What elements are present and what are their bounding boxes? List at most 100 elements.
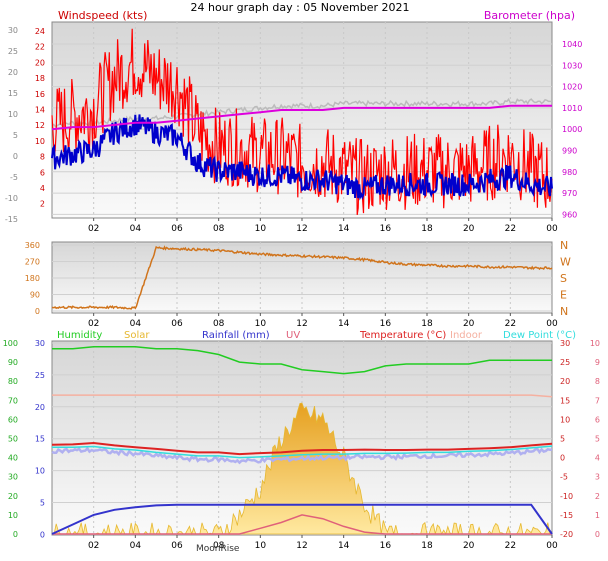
- windspeed-axis-label: Windspeed (kts): [58, 9, 147, 22]
- compass-label: S: [560, 272, 567, 285]
- baro-tick: 1040: [562, 40, 582, 49]
- x-tick-label: 06: [171, 319, 183, 329]
- x-tick-label: 22: [505, 319, 516, 329]
- rainfall-line: [51, 503, 553, 535]
- x-tick-label: 08: [213, 319, 225, 329]
- rain-tick: 15: [35, 435, 45, 444]
- x-tick-label: 00: [546, 541, 558, 551]
- indoor-temp-line: [52, 394, 553, 398]
- x-tick-label: 04: [130, 319, 142, 329]
- windspeed-line: [51, 28, 553, 215]
- baro-tick: 1020: [562, 83, 582, 92]
- temp-tick: 20: [560, 377, 570, 386]
- outer-tick: 10: [8, 110, 18, 119]
- temp-tick: 0: [560, 454, 565, 463]
- uv-tick: 8: [595, 377, 600, 386]
- uv-tick: 0: [595, 530, 600, 539]
- uv-tick: 10: [590, 339, 600, 348]
- x-tick-label: 02: [88, 224, 99, 234]
- rain-tick: 5: [40, 499, 45, 508]
- legend-solar: Solar: [124, 330, 150, 341]
- lower-panel-legend: Humidity Solar Rainfall (mm) UV Temperature …: [57, 330, 576, 341]
- wind-tick: 8: [40, 153, 45, 162]
- x-tick-label: 22: [505, 541, 516, 551]
- wind-tick: 24: [35, 27, 45, 36]
- x-tick-label: 14: [338, 541, 350, 551]
- avg-wind-line: [51, 114, 553, 201]
- x-tick-label: 22: [505, 224, 516, 234]
- wind-tick: 22: [35, 43, 45, 52]
- humidity-tick: 40: [8, 454, 18, 463]
- uv-tick: 7: [595, 396, 600, 405]
- humidity-tick: 100: [3, 339, 18, 348]
- outer-tick: 15: [8, 89, 18, 98]
- outer-tick: 5: [13, 131, 18, 140]
- baro-tick: 1000: [562, 125, 582, 134]
- moonrise-label: MoonRise: [196, 544, 240, 554]
- x-tick-label: 12: [296, 541, 307, 551]
- x-tick-label: 02: [88, 319, 99, 329]
- baro-tick: 960: [562, 210, 577, 219]
- dir-tick: 180: [25, 274, 40, 283]
- x-tick-label: 16: [380, 224, 392, 234]
- outer-tick: 0: [13, 152, 18, 161]
- x-tick-label: 04: [130, 541, 142, 551]
- legend-uv: UV: [286, 330, 300, 341]
- humidity-tick: 0: [13, 530, 18, 539]
- humidity-tick: 90: [8, 358, 18, 367]
- humidity-tick: 20: [8, 492, 18, 501]
- uv-tick: 4: [595, 454, 600, 463]
- outer-tick: 30: [8, 26, 18, 35]
- outer-tick: 25: [8, 47, 18, 56]
- uv-tick: 5: [595, 435, 600, 444]
- compass-label: W: [560, 256, 571, 269]
- uv-tick: 2: [595, 492, 600, 501]
- x-tick-label: 16: [380, 541, 392, 551]
- legend-humidity: Humidity: [57, 330, 102, 341]
- x-tick-label: 08: [213, 541, 225, 551]
- humidity-tick: 10: [8, 511, 18, 520]
- outer-tick: 20: [8, 68, 18, 77]
- x-tick-label: 18: [421, 541, 433, 551]
- temp-tick: -20: [560, 530, 573, 539]
- wind-tick: 6: [40, 168, 45, 177]
- humidity-tick: 60: [8, 415, 18, 424]
- dir-tick: 360: [25, 241, 40, 250]
- rain-tick: 25: [35, 371, 45, 380]
- baro-tick: 980: [562, 168, 577, 177]
- x-tick-label: 20: [463, 319, 475, 329]
- humidity-tick: 70: [8, 396, 18, 405]
- wind-direction-line: [51, 245, 553, 310]
- legend-indoor: Indoor: [450, 330, 483, 341]
- wind-tick: 18: [35, 74, 45, 83]
- barometer-line: [51, 104, 552, 131]
- wind-tick: 20: [35, 58, 45, 67]
- outer-tick: -10: [5, 194, 18, 203]
- baro-tick: 1030: [562, 61, 582, 70]
- x-tick-label: 20: [463, 541, 475, 551]
- humidity-tick: 80: [8, 377, 18, 386]
- rain-tick: 10: [35, 467, 45, 476]
- x-tick-label: 14: [338, 224, 350, 234]
- wind-tick: 10: [35, 137, 45, 146]
- chart-title: 24 hour graph day : 05 November 2021: [190, 1, 409, 14]
- x-tick-label: 00: [546, 319, 558, 329]
- dir-tick: 0: [35, 307, 40, 316]
- dew-point-line: [52, 445, 553, 459]
- temp-tick: 30: [560, 339, 570, 348]
- chart-series: [51, 28, 553, 536]
- wind-tick: 12: [35, 121, 45, 130]
- temp-tick: -5: [560, 473, 568, 482]
- dew-band-line: [51, 446, 553, 465]
- x-tick-label: 18: [421, 319, 433, 329]
- x-tick-label: 12: [296, 319, 307, 329]
- temp-tick: 10: [560, 415, 570, 424]
- temperature-line: [51, 441, 553, 456]
- uv-tick: 3: [595, 473, 600, 482]
- outer-tick: -15: [5, 215, 18, 224]
- uv-line: [52, 514, 552, 535]
- wind-tick: 16: [35, 90, 45, 99]
- wind-tick: 14: [35, 106, 45, 115]
- baro-tick: 970: [562, 189, 577, 198]
